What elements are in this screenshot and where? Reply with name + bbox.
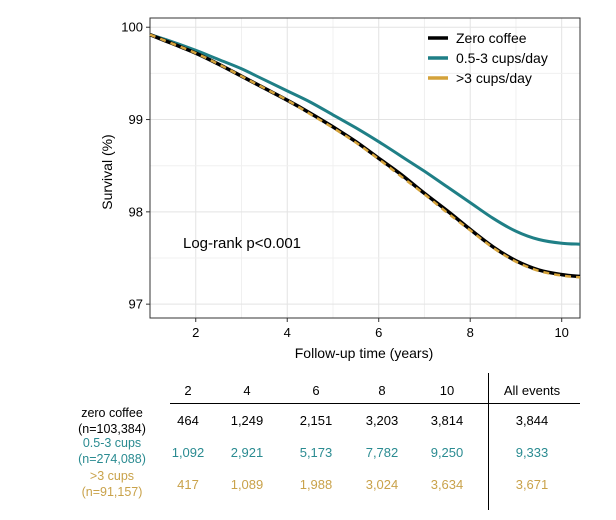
series-line-gt-3-cups bbox=[149, 33, 581, 279]
table-header-10: 10 bbox=[439, 383, 455, 398]
table-cell: 9,250 bbox=[430, 445, 464, 460]
table-header-2: 2 bbox=[184, 383, 192, 398]
x-axis-label: Follow-up time (years) bbox=[295, 345, 433, 361]
table-cell: 5,173 bbox=[299, 445, 333, 460]
table-cell: 2,151 bbox=[299, 413, 333, 428]
table-header-6: 6 bbox=[312, 383, 320, 398]
table-cell: 3,203 bbox=[365, 413, 399, 428]
x-tick-label: 10 bbox=[554, 325, 568, 340]
table-cell: 1,988 bbox=[299, 477, 333, 492]
table-cell: 1,089 bbox=[230, 477, 264, 492]
table-cell: 1,249 bbox=[230, 413, 264, 428]
logrank-annotation: Log-rank p<0.001 bbox=[183, 235, 301, 252]
table-header-8: 8 bbox=[378, 383, 386, 398]
grid bbox=[149, 18, 580, 318]
row-label-name: >3 cups bbox=[89, 469, 135, 483]
table-cell: 464 bbox=[177, 413, 199, 428]
row-label-mid-coffee: 0.5-3 cups (n=274,088) bbox=[62, 435, 162, 467]
table-cell-all-events: 3,671 bbox=[515, 477, 549, 492]
x-tick-label: 2 bbox=[192, 325, 199, 340]
table-cell: 3,814 bbox=[430, 413, 464, 428]
table-header-all-events: All events bbox=[503, 383, 561, 398]
series-lines bbox=[149, 32, 581, 279]
row-label-name: 0.5-3 cups bbox=[82, 436, 142, 450]
y-tick-label: 98 bbox=[129, 204, 143, 219]
table-cell: 1,092 bbox=[171, 445, 205, 460]
table-header-divider bbox=[170, 403, 580, 404]
table-cell: 7,782 bbox=[365, 445, 399, 460]
legend: Zero coffee 0.5-3 cups/day >3 cups/day bbox=[428, 30, 548, 86]
y-ticks: 97 98 99 100 bbox=[121, 20, 150, 312]
series-line-0-5-3-cups bbox=[149, 33, 581, 246]
table-cell-all-events: 3,844 bbox=[515, 413, 549, 428]
legend-label: >3 cups/day bbox=[456, 70, 532, 86]
x-tick-label: 4 bbox=[284, 325, 291, 340]
row-label-n: (n=103,384) bbox=[78, 422, 146, 436]
table-cell: 417 bbox=[177, 477, 199, 492]
x-tick-label: 6 bbox=[375, 325, 382, 340]
table-cell: 3,024 bbox=[365, 477, 399, 492]
table-header-4: 4 bbox=[243, 383, 251, 398]
row-label-zero-coffee: zero coffee (n=103,384) bbox=[62, 405, 162, 437]
row-label-name: zero coffee bbox=[81, 406, 143, 420]
events-table: 2 4 6 8 10 All events zero coffee (n=103… bbox=[0, 365, 616, 520]
y-tick-label: 99 bbox=[129, 112, 143, 127]
y-tick-label: 97 bbox=[129, 297, 143, 312]
legend-label: Zero coffee bbox=[456, 30, 527, 46]
y-axis-label: Survival (%) bbox=[99, 134, 115, 209]
y-tick-label: 100 bbox=[121, 20, 143, 35]
plot-frame bbox=[149, 17, 581, 319]
row-label-n: (n=91,157) bbox=[81, 485, 143, 499]
legend-label: 0.5-3 cups/day bbox=[456, 50, 548, 66]
x-ticks: 2 4 6 8 10 bbox=[192, 318, 569, 340]
row-label-high-coffee: >3 cups (n=91,157) bbox=[62, 468, 162, 500]
table-column-divider bbox=[488, 373, 489, 510]
row-label-n: (n=274,088) bbox=[78, 452, 146, 466]
table-cell: 3,634 bbox=[430, 477, 464, 492]
table-cell-all-events: 9,333 bbox=[515, 445, 549, 460]
table-cell: 2,921 bbox=[230, 445, 264, 460]
x-tick-label: 8 bbox=[467, 325, 474, 340]
